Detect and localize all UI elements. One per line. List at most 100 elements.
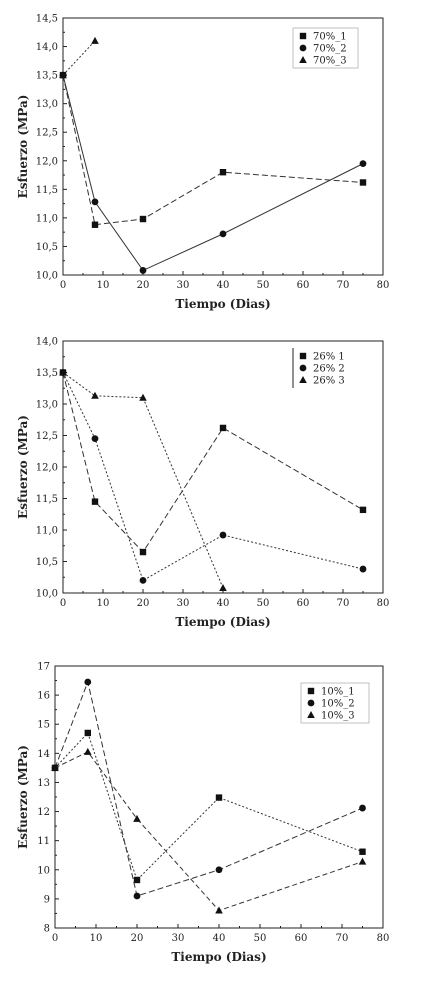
y-tick-label: 10,0 <box>36 271 58 282</box>
y-tick-label: 8 <box>44 924 50 935</box>
legend-marker <box>299 376 307 383</box>
y-tick-label: 12,0 <box>36 156 58 167</box>
y-tick-label: 10 <box>37 865 50 876</box>
legend-box <box>300 682 370 724</box>
legend: 10%_110%_210%_3 <box>300 682 370 724</box>
x-tick-label: 20 <box>137 280 150 291</box>
legend-marker <box>307 711 315 718</box>
data-point <box>91 221 99 228</box>
y-tick-label: 13,5 <box>36 368 58 379</box>
series-line <box>54 751 363 912</box>
series-2 <box>51 678 366 900</box>
x-tick-label: 60 <box>295 933 308 944</box>
series-line <box>62 75 364 226</box>
chart-1: 0 10 20 30 40 50 60 70 80 10,0 10,5 11,0 11,5 12,0 12,… <box>16 14 389 312</box>
x-tick-label: 50 <box>257 280 270 291</box>
y-tick-label: 11,0 <box>36 526 58 537</box>
chart-3: 0 10 20 30 40 50 60 70 80 8 9 10 11 12 13 14 15 16 17 Tiemp… <box>16 662 389 965</box>
data-point <box>215 794 223 801</box>
series-1 <box>51 729 366 884</box>
y-tick-label: 14,0 <box>36 42 58 53</box>
y-tick-label: 13,5 <box>36 71 58 82</box>
data-point <box>219 424 227 432</box>
x-tick-label: 20 <box>131 933 144 944</box>
series-2 <box>59 369 367 584</box>
y-tick-label: 12 <box>37 807 50 818</box>
y-tick-label: 10,5 <box>36 557 58 568</box>
series-line <box>54 732 363 881</box>
x-tick-label: 70 <box>337 598 350 609</box>
x-tick-label: 60 <box>297 598 310 609</box>
y-tick-label: 12,0 <box>36 463 58 474</box>
data-point <box>359 565 367 573</box>
y-tick-label: 13 <box>37 778 50 789</box>
data-point <box>358 857 367 865</box>
data-point <box>133 814 141 822</box>
data-point <box>139 548 147 556</box>
y-tick-label: 12,5 <box>36 128 58 139</box>
data-point <box>359 804 366 812</box>
legend-box <box>292 27 359 69</box>
y-axis-title: Esfuerzo (MPa) <box>16 95 30 199</box>
x-axis-title: Tiempo (Dias) <box>171 950 266 964</box>
x-tick-label: 0 <box>52 933 58 944</box>
x-tick-label: 70 <box>336 933 349 944</box>
legend-label: 26% 3 <box>313 376 345 387</box>
legend-label: 10%_3 <box>321 711 355 722</box>
y-tick-label: 11 <box>37 836 50 847</box>
x-tick-label: 0 <box>60 280 66 291</box>
data-point <box>139 267 147 274</box>
data-point <box>84 678 92 686</box>
data-point <box>51 763 59 771</box>
x-tick-label: 20 <box>137 598 150 609</box>
data-point <box>139 577 147 584</box>
series-line <box>62 372 364 582</box>
x-tick-label: 50 <box>254 933 267 944</box>
series-3 <box>59 368 227 591</box>
x-tick-label: 40 <box>217 280 230 291</box>
data-point <box>133 876 141 884</box>
y-tick-label: 13,0 <box>36 400 58 411</box>
y-tick-label: 17 <box>37 662 50 673</box>
y-tick-label: 11,0 <box>36 213 58 224</box>
legend-label: 10%_2 <box>321 699 355 710</box>
legend-label: 70%_3 <box>313 56 347 67</box>
data-point <box>215 866 223 874</box>
data-point <box>139 215 147 223</box>
data-point <box>133 892 141 900</box>
x-tick-label: 10 <box>97 598 110 609</box>
data-point <box>215 906 223 914</box>
x-tick-label: 80 <box>377 598 390 609</box>
y-axis-title: Esfuerzo (MPa) <box>16 745 30 849</box>
legend-marker <box>299 364 307 372</box>
data-point <box>219 531 227 539</box>
data-point <box>84 747 92 755</box>
data-point <box>59 368 67 376</box>
data-point <box>359 506 367 514</box>
x-tick-label: 60 <box>297 280 310 291</box>
series-line <box>54 680 363 897</box>
data-point <box>359 160 367 168</box>
x-tick-label: 10 <box>90 933 103 944</box>
series-3 <box>51 747 367 914</box>
data-point <box>84 729 91 737</box>
chart-2: 0 10 20 30 40 50 60 70 80 10,0 10,5 11,0 11,5 12,0 12,… <box>16 337 389 630</box>
series-2 <box>59 71 367 274</box>
data-point <box>91 36 99 44</box>
data-point <box>59 71 67 79</box>
y-tick-label: 11,5 <box>36 185 58 196</box>
data-point <box>91 498 99 505</box>
x-tick-label: 40 <box>217 598 230 609</box>
x-tick-label: 80 <box>377 933 390 944</box>
legend-marker <box>299 352 307 360</box>
y-tick-label: 10,5 <box>36 242 58 253</box>
y-tick-label: 12,5 <box>36 431 58 442</box>
legend-marker <box>307 699 315 707</box>
series-line <box>62 372 364 553</box>
x-tick-label: 50 <box>257 598 270 609</box>
legend-marker <box>299 32 307 40</box>
y-tick-label: 14,0 <box>36 337 58 348</box>
legend: 26% 126% 226% 3 <box>292 348 345 388</box>
x-tick-label: 70 <box>337 280 350 291</box>
